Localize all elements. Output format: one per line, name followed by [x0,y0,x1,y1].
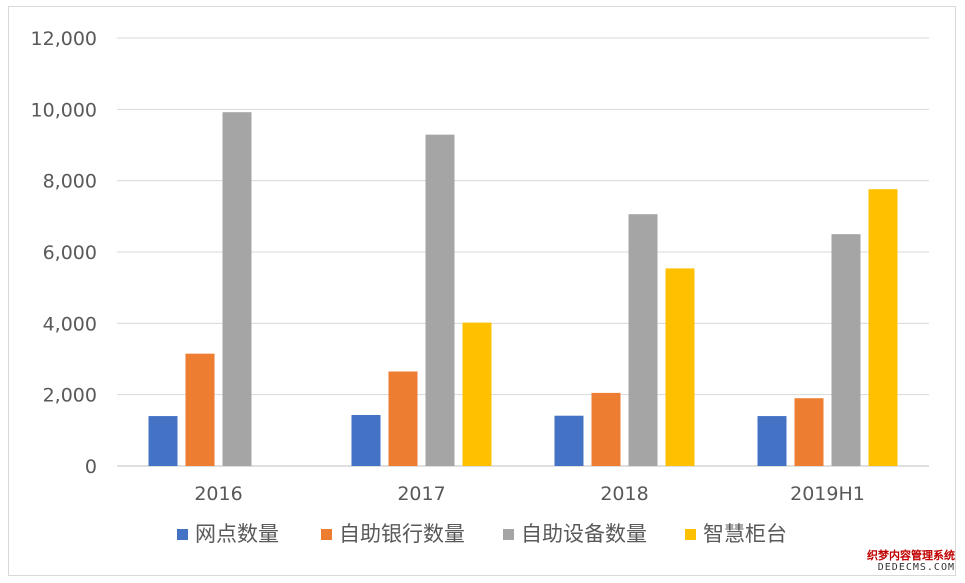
legend-label: 智慧柜台 [703,522,787,546]
legend-label: 网点数量 [195,522,279,546]
watermark: 织梦内容管理系统 DEDECMS.COM [851,547,955,577]
legend-swatch [177,529,188,540]
bar-2-2017 [388,371,418,466]
legend-label: 自助设备数量 [521,522,647,546]
y-tick-label: 10,000 [31,99,97,121]
bar-chart: 0 2,000 4,000 6,000 8,000 10,000 12,000 2016 201… [31,28,929,546]
bar-3-2016 [222,112,252,466]
y-tick-label: 6,000 [43,242,97,264]
x-tick-label: 2016 [194,483,242,505]
bar-3-2017 [425,134,455,466]
bar-1-2019H1 [757,416,787,466]
x-tick-label: 2018 [600,483,648,505]
legend-swatch [321,529,332,540]
x-tick-label: 2017 [397,483,445,505]
bar-1-2017 [351,414,381,466]
bar-4-2019H1 [868,189,898,466]
legend-swatch [685,529,696,540]
y-tick-label: 4,000 [43,313,97,335]
bar-1-2016 [148,416,178,466]
bar-3-2019H1 [831,234,861,466]
y-tick-label: 2,000 [43,385,97,407]
bar-1-2018 [554,415,584,466]
bar-4-2018 [665,268,695,466]
watermark-url: DEDECMS.COM [877,562,955,573]
chart-frame: 0 2,000 4,000 6,000 8,000 10,000 12,000 2016 201… [8,6,956,576]
y-tick-label: 8,000 [43,171,97,193]
bar-3-2018 [628,214,658,466]
bar-4-2017 [462,322,492,466]
bar-2-2018 [591,392,621,466]
bar-2-2019H1 [794,398,824,466]
x-tick-label: 2019H1 [790,483,865,505]
bar-2-2016 [185,353,215,466]
legend-label: 自助银行数量 [339,522,465,546]
y-tick-label: 0 [85,456,97,478]
watermark-title: 织梦内容管理系统 [867,547,955,563]
legend-swatch [503,529,514,540]
y-tick-label: 12,000 [31,28,97,50]
